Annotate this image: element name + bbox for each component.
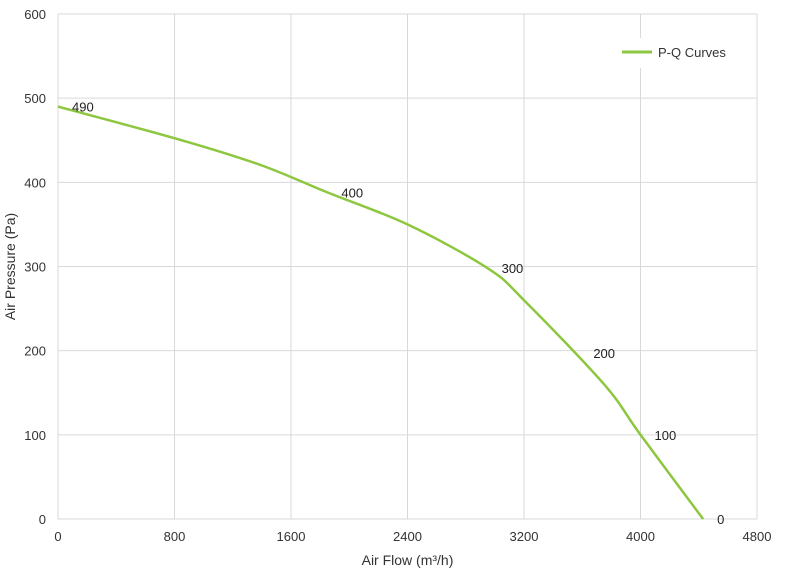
data-label: 400 — [341, 185, 363, 200]
legend-label: P-Q Curves — [658, 45, 726, 60]
data-label: 490 — [72, 100, 94, 115]
x-tick-label: 2400 — [393, 529, 422, 544]
data-labels: 490 400 300 200 100 0 — [72, 100, 724, 527]
series-layer — [57, 105, 705, 520]
x-tick-label: 4800 — [743, 529, 772, 544]
x-tick-label: 3200 — [510, 529, 539, 544]
series-line — [57, 105, 705, 520]
y-tick-labels: 0 100 200 300 400 500 600 — [24, 7, 46, 527]
grid — [57, 13, 758, 520]
x-tick-labels: 0 800 1600 2400 3200 4000 4800 — [54, 529, 771, 544]
y-tick-label: 400 — [24, 175, 46, 190]
y-tick-label: 500 — [24, 91, 46, 106]
data-label: 0 — [717, 512, 724, 527]
x-tick-label: 1600 — [277, 529, 306, 544]
x-tick-label: 800 — [164, 529, 186, 544]
y-tick-label: 0 — [39, 512, 46, 527]
y-tick-label: 300 — [24, 260, 46, 275]
x-tick-label: 4000 — [626, 529, 655, 544]
y-tick-label: 100 — [24, 428, 46, 443]
x-tick-label: 0 — [54, 529, 61, 544]
y-tick-label: 600 — [24, 7, 46, 22]
legend: P-Q Curves — [616, 38, 744, 68]
x-axis-title: Air Flow (m³/h) — [362, 552, 454, 568]
y-tick-label: 200 — [24, 344, 46, 359]
data-label: 100 — [655, 428, 677, 443]
y-axis-title: Air Pressure (Pa) — [2, 213, 18, 320]
data-label: 200 — [593, 346, 615, 361]
data-label: 300 — [502, 261, 524, 276]
